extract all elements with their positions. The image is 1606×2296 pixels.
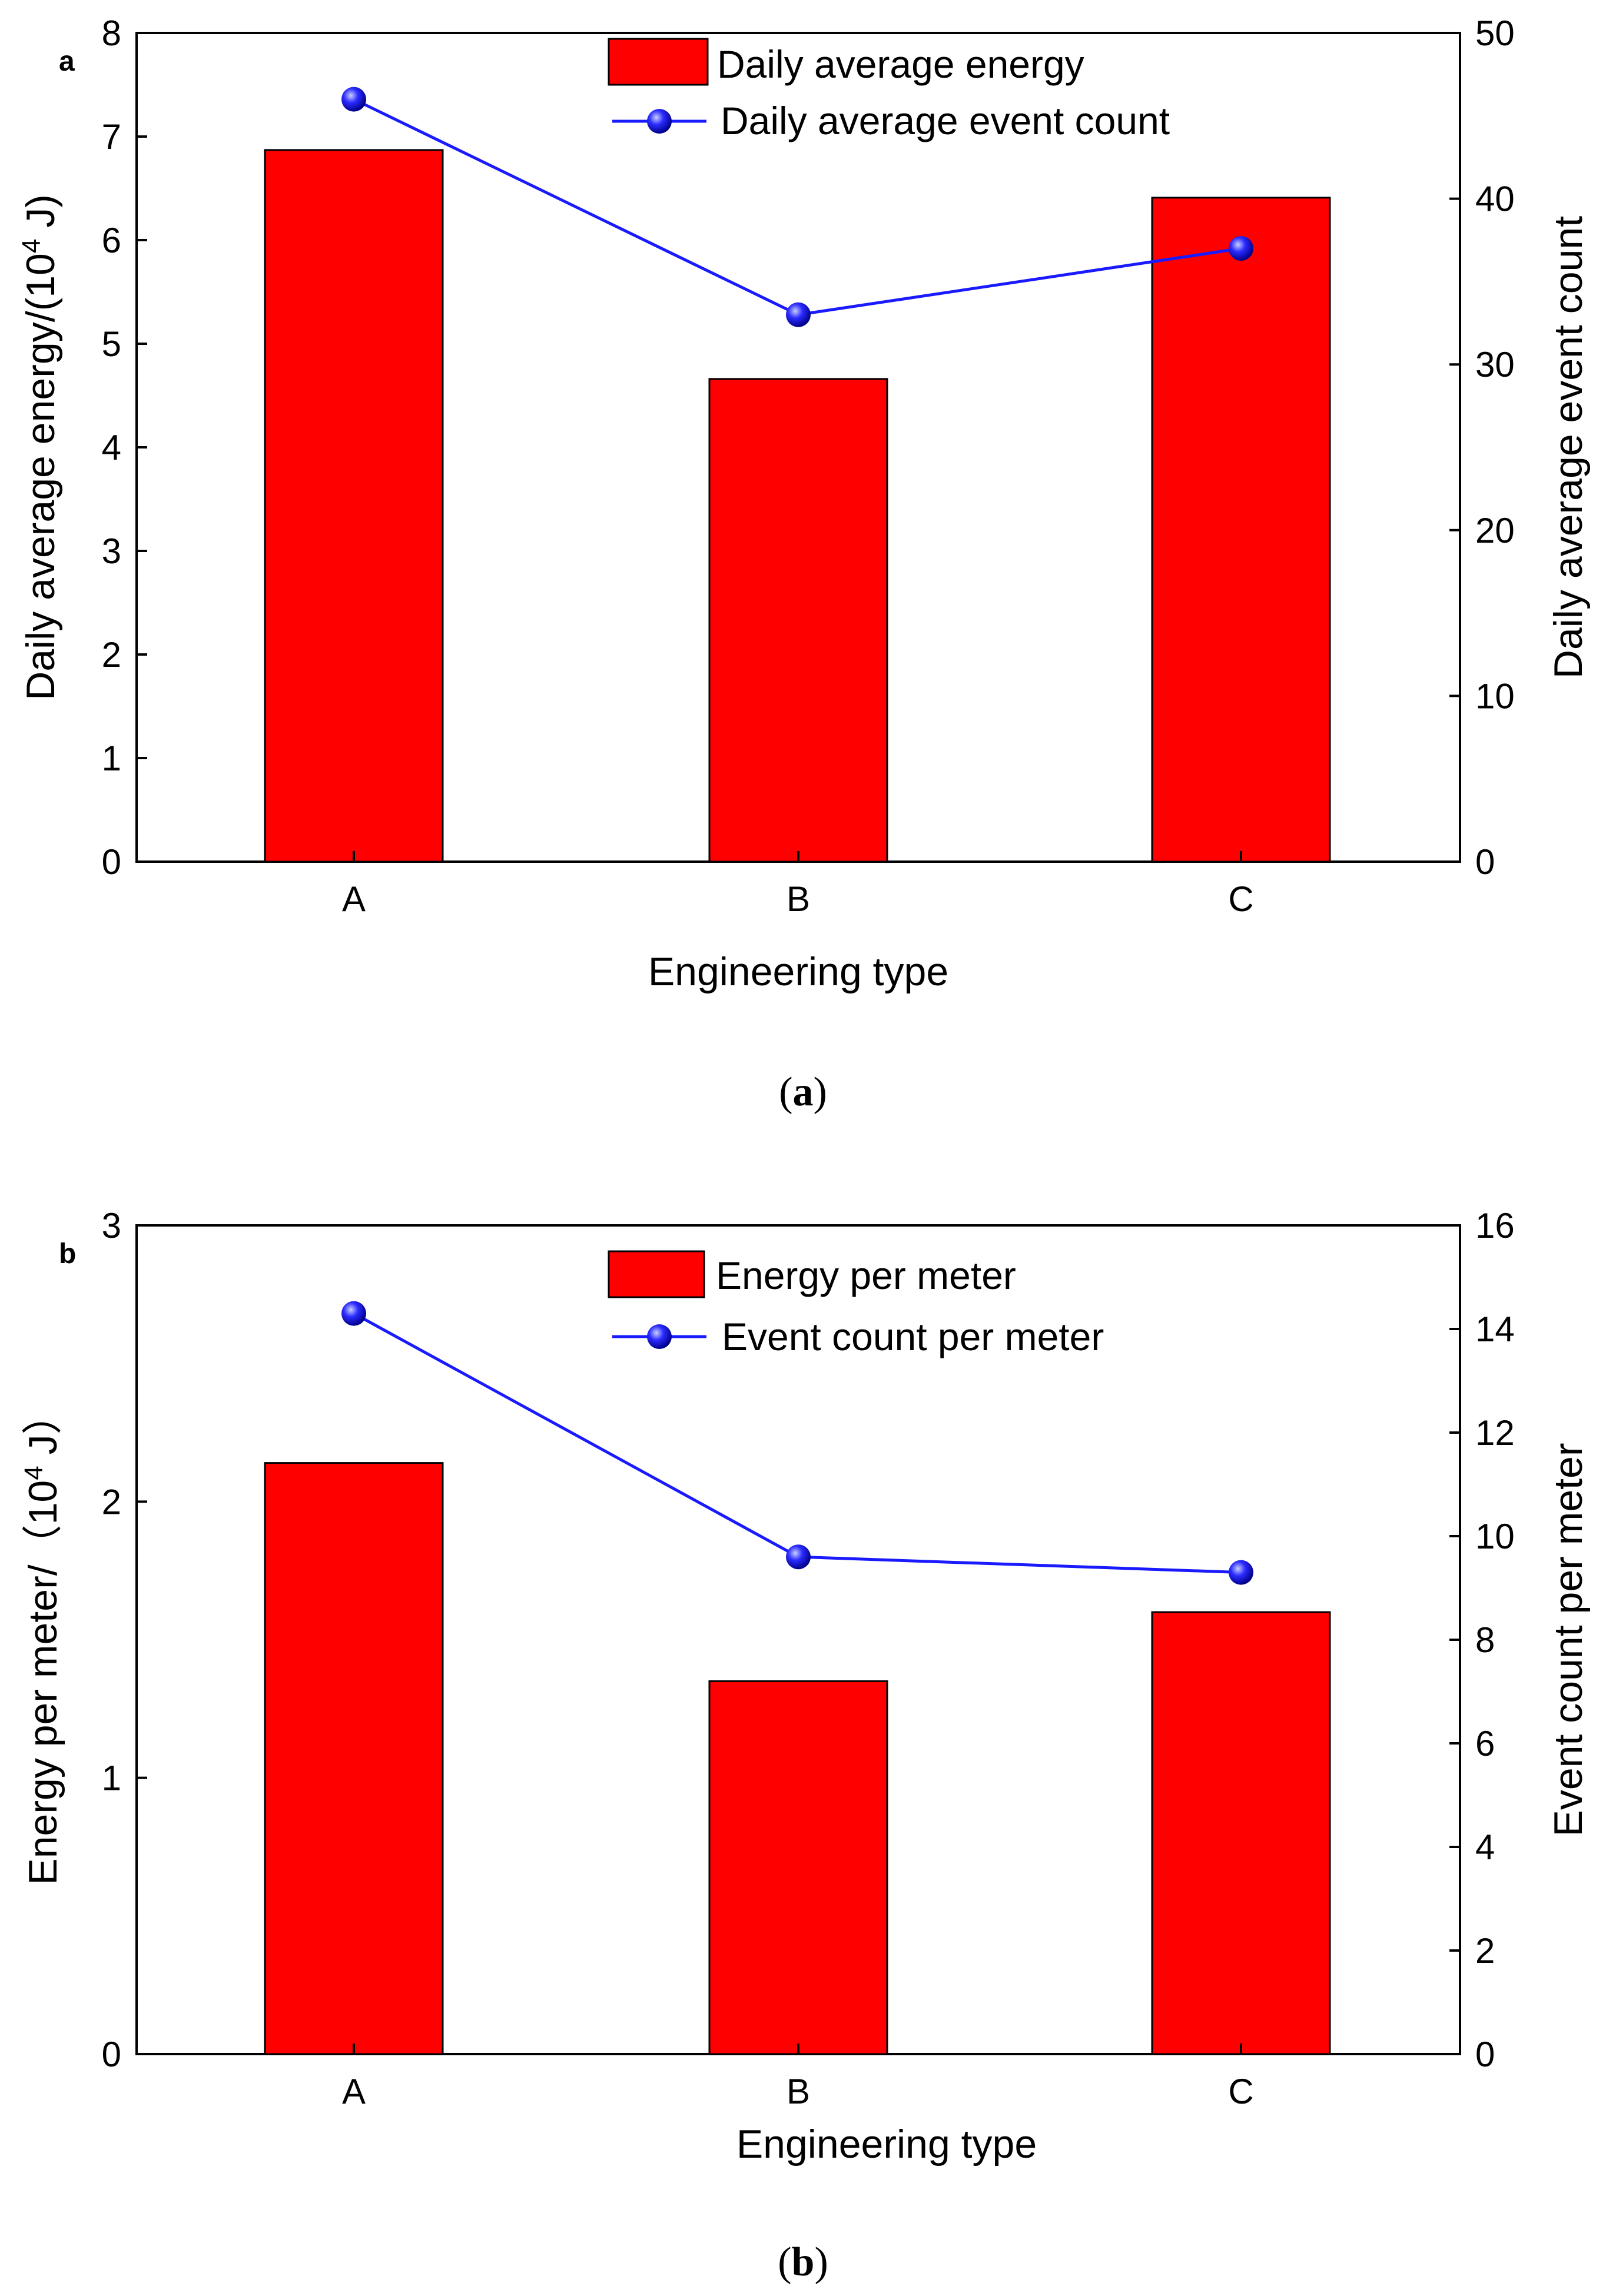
bar-a	[264, 1462, 444, 2055]
x-axis-title: Engineering type	[648, 949, 948, 994]
legend-bar-swatch	[608, 38, 709, 86]
bar-c	[1151, 197, 1331, 863]
left-tick-label: 7	[102, 117, 121, 157]
right-tick-label: 40	[1475, 180, 1515, 219]
left-tick-label: 2	[102, 1482, 121, 1521]
legend-line-marker	[647, 109, 672, 134]
right-tick-label: 0	[1475, 842, 1495, 882]
left-tick-label: 1	[102, 1759, 121, 1798]
x-axis-ticks: A B C	[342, 2044, 1254, 2111]
figure-caption: (b)	[778, 2239, 828, 2285]
right-axis-ticks: 0 10 20 30 40 50	[1449, 14, 1515, 882]
panel-label: a	[59, 46, 75, 77]
legend-line-marker	[647, 1324, 672, 1349]
left-tick-label: 3	[102, 531, 121, 571]
left-axis-ticks: 0 1 2 3	[102, 1206, 147, 2074]
right-tick-label: 10	[1475, 676, 1515, 716]
bar-group	[264, 149, 1331, 863]
x-tick-label: C	[1228, 879, 1253, 919]
right-tick-label: 16	[1475, 1206, 1515, 1245]
x-tick-label: A	[342, 2072, 366, 2111]
event-point-a	[341, 1301, 366, 1326]
left-axis-ticks: 0 1 2 3 4 5 6 7 8	[102, 14, 147, 882]
left-tick-label: 6	[102, 221, 121, 260]
legend: Energy per meter Event count per meter	[608, 1250, 1104, 1358]
event-point-b	[786, 1544, 811, 1570]
legend-bar-swatch	[608, 1250, 705, 1298]
right-tick-label: 6	[1475, 1724, 1495, 1763]
y-axis-title-right: Event count per meter	[1546, 1443, 1591, 1836]
right-tick-label: 0	[1475, 2035, 1495, 2074]
right-tick-label: 50	[1475, 14, 1515, 53]
x-tick-label: B	[787, 2072, 810, 2111]
right-tick-label: 14	[1475, 1310, 1515, 1349]
chart-panel-a: 0 1 2 3 4 5 6 7 8 0 10 20 30 40 50 A B C a Daily averag…	[17, 14, 1591, 1115]
x-tick-label: B	[787, 879, 810, 919]
right-tick-label: 12	[1475, 1413, 1515, 1453]
panel-label: b	[59, 1238, 76, 1270]
legend-bar-label: Daily average energy	[717, 42, 1084, 86]
left-tick-label: 0	[102, 2035, 121, 2074]
legend: Daily average energy Daily average event…	[608, 38, 1170, 142]
left-tick-label: 5	[102, 324, 121, 364]
event-point-b	[786, 302, 811, 327]
bar-c	[1151, 1611, 1331, 2055]
left-tick-label: 8	[102, 14, 121, 53]
legend-line-label: Daily average event count	[721, 99, 1170, 142]
x-tick-label: A	[342, 879, 366, 919]
bar-group	[264, 1462, 1331, 2055]
left-tick-label: 1	[102, 739, 121, 778]
left-tick-label: 2	[102, 635, 121, 674]
event-point-a	[341, 87, 366, 112]
bar-b	[708, 1680, 888, 2055]
right-axis-ticks: 0 2 4 6 8 10 12 14 16	[1449, 1206, 1515, 2074]
bar-a	[264, 149, 444, 863]
y-axis-title-left: Daily average energy/(104 J)	[17, 194, 64, 700]
y-axis-title-right: Daily average event count	[1546, 216, 1591, 679]
x-axis-ticks: A B C	[342, 851, 1254, 919]
legend-bar-label: Energy per meter	[716, 1254, 1016, 1297]
figure-caption: (a)	[779, 1069, 827, 1115]
x-axis-title: Engineering type	[736, 2122, 1037, 2167]
right-tick-label: 10	[1475, 1517, 1515, 1556]
right-tick-label: 8	[1475, 1620, 1495, 1660]
right-tick-label: 30	[1475, 345, 1515, 384]
right-tick-label: 4	[1475, 1828, 1495, 1867]
event-point-c	[1229, 1560, 1253, 1585]
right-tick-label: 2	[1475, 1931, 1495, 1971]
bar-b	[708, 378, 888, 863]
event-line-group	[341, 87, 1253, 327]
right-tick-label: 20	[1475, 511, 1515, 550]
y-axis-title-left: Energy per meter/（104 J）	[19, 1394, 66, 1885]
left-tick-label: 0	[102, 842, 121, 882]
left-tick-label: 4	[102, 428, 121, 467]
legend-line-label: Event count per meter	[722, 1315, 1104, 1358]
event-line-group	[341, 1301, 1253, 1585]
left-tick-label: 3	[102, 1206, 121, 1245]
event-point-c	[1229, 236, 1253, 261]
x-tick-label: C	[1228, 2072, 1253, 2111]
